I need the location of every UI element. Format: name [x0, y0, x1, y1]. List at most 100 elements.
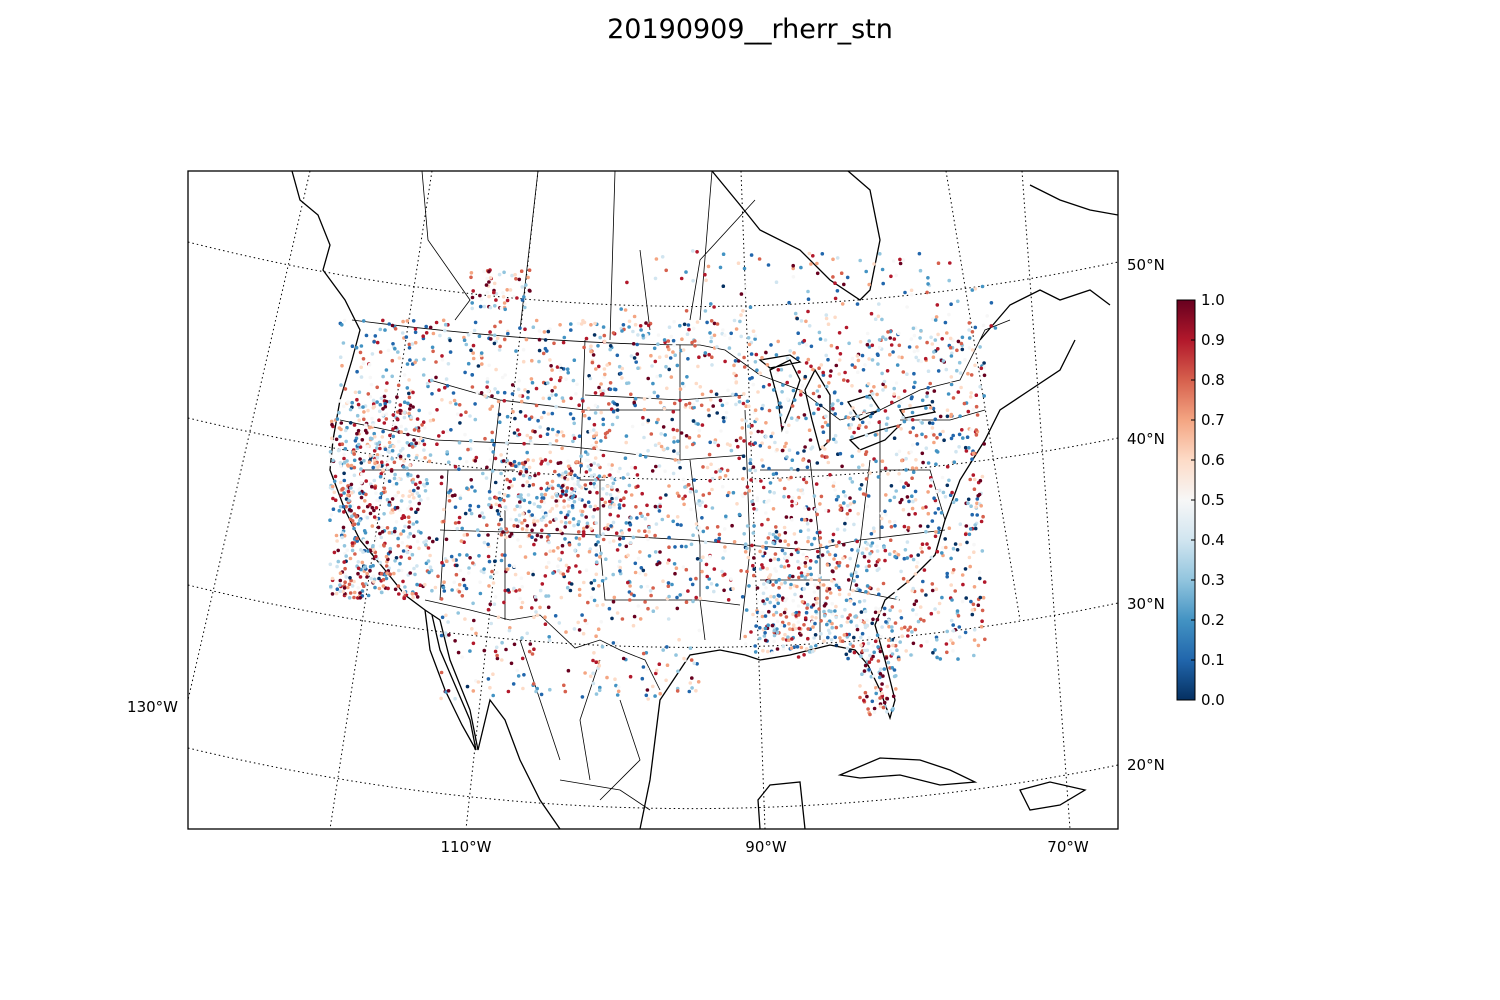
- station-point: [752, 524, 756, 528]
- station-point: [789, 466, 794, 471]
- station-point: [359, 365, 364, 370]
- station-point: [709, 462, 713, 467]
- station-point: [531, 569, 535, 574]
- station-point: [487, 269, 491, 274]
- station-point: [774, 610, 779, 615]
- station-point: [492, 333, 497, 338]
- station-point: [394, 493, 399, 498]
- station-point: [872, 710, 877, 714]
- station-point: [425, 381, 430, 386]
- station-point: [565, 585, 570, 590]
- station-point: [848, 613, 852, 617]
- station-point: [370, 484, 374, 489]
- station-point: [929, 555, 934, 560]
- station-point: [624, 440, 628, 445]
- station-point: [720, 331, 724, 336]
- station-point: [845, 564, 850, 568]
- station-point: [720, 569, 724, 574]
- station-point: [909, 554, 913, 558]
- station-point: [898, 261, 903, 266]
- station-point: [372, 478, 377, 483]
- station-point: [617, 506, 622, 510]
- station-point: [775, 447, 779, 452]
- station-point: [550, 411, 555, 416]
- station-point: [871, 526, 876, 530]
- station-point: [863, 663, 868, 668]
- station-point: [596, 627, 601, 631]
- station-point: [751, 502, 755, 507]
- station-point: [743, 491, 747, 496]
- station-point: [979, 366, 984, 371]
- station-point: [902, 419, 907, 424]
- colorbar-tick-label: 0.7: [1201, 411, 1225, 429]
- station-point: [518, 505, 522, 509]
- station-point: [972, 653, 976, 658]
- station-point: [411, 477, 416, 482]
- station-point: [353, 552, 357, 556]
- station-point: [338, 434, 342, 439]
- station-point: [655, 374, 659, 379]
- station-point: [914, 433, 919, 438]
- meridian-90w: [740, 171, 766, 829]
- station-point: [526, 571, 531, 575]
- station-point: [732, 318, 737, 323]
- station-point: [498, 420, 502, 425]
- station-point: [604, 557, 608, 561]
- station-point: [730, 523, 734, 528]
- station-point: [732, 371, 736, 376]
- station-point: [536, 418, 540, 423]
- station-point: [643, 516, 648, 521]
- station-point: [502, 399, 507, 403]
- station-point: [520, 521, 524, 525]
- station-point: [533, 416, 537, 421]
- station-point: [652, 390, 657, 395]
- station-point: [697, 428, 702, 433]
- station-point: [933, 417, 938, 422]
- station-point: [554, 517, 558, 521]
- station-point: [976, 643, 981, 648]
- station-point: [534, 403, 539, 408]
- station-point: [527, 475, 532, 480]
- station-point: [921, 460, 925, 465]
- station-point: [873, 317, 878, 322]
- station-point: [674, 653, 678, 657]
- station-point: [721, 556, 725, 560]
- station-point: [851, 417, 856, 421]
- station-point: [653, 504, 658, 509]
- station-point: [392, 571, 396, 576]
- station-point: [523, 555, 528, 559]
- station-point: [742, 266, 747, 271]
- station-point: [782, 624, 787, 628]
- station-point: [736, 261, 741, 266]
- station-point: [342, 404, 346, 409]
- station-point: [774, 580, 778, 584]
- station-point: [502, 600, 506, 605]
- station-point: [576, 522, 580, 527]
- station-point: [524, 283, 528, 287]
- station-point: [853, 365, 857, 370]
- station-point: [779, 405, 783, 409]
- station-point: [539, 534, 544, 539]
- station-point: [532, 615, 536, 620]
- station-point: [691, 278, 695, 283]
- station-point: [743, 642, 748, 646]
- station-point: [708, 479, 712, 483]
- station-point: [384, 576, 389, 581]
- station-point: [744, 419, 748, 423]
- station-point: [930, 421, 935, 426]
- station-point: [960, 573, 965, 577]
- station-point: [935, 638, 939, 642]
- station-point: [527, 533, 532, 538]
- station-point: [627, 319, 632, 324]
- station-point: [385, 571, 389, 575]
- station-point: [833, 412, 837, 416]
- station-point: [817, 330, 822, 335]
- station-point: [490, 404, 495, 409]
- station-point: [378, 474, 383, 479]
- station-point: [901, 370, 906, 374]
- station-point: [798, 562, 803, 566]
- station-point: [797, 370, 801, 374]
- station-point: [878, 649, 883, 654]
- station-point: [337, 448, 342, 452]
- station-point: [958, 371, 963, 375]
